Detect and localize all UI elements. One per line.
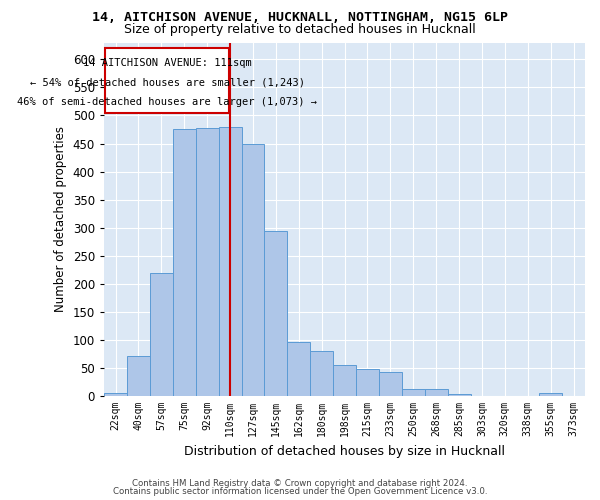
Y-axis label: Number of detached properties: Number of detached properties bbox=[54, 126, 67, 312]
Text: 14, AITCHISON AVENUE, HUCKNALL, NOTTINGHAM, NG15 6LP: 14, AITCHISON AVENUE, HUCKNALL, NOTTINGH… bbox=[92, 11, 508, 24]
Bar bbox=[287, 342, 310, 396]
Text: 46% of semi-detached houses are larger (1,073) →: 46% of semi-detached houses are larger (… bbox=[17, 98, 317, 108]
Bar bbox=[356, 369, 379, 396]
Bar bbox=[379, 372, 402, 396]
Bar bbox=[196, 128, 218, 396]
Bar bbox=[539, 393, 562, 396]
FancyBboxPatch shape bbox=[105, 48, 229, 112]
Bar bbox=[402, 390, 425, 396]
Bar bbox=[218, 126, 242, 396]
Text: ← 54% of detached houses are smaller (1,243): ← 54% of detached houses are smaller (1,… bbox=[29, 78, 305, 88]
Bar bbox=[173, 130, 196, 396]
Text: 14 AITCHISON AVENUE: 111sqm: 14 AITCHISON AVENUE: 111sqm bbox=[83, 58, 251, 68]
Bar bbox=[425, 390, 448, 396]
Bar bbox=[310, 351, 333, 396]
Bar bbox=[104, 393, 127, 396]
Bar bbox=[448, 394, 470, 396]
Text: Contains public sector information licensed under the Open Government Licence v3: Contains public sector information licen… bbox=[113, 487, 487, 496]
Bar bbox=[265, 230, 287, 396]
Text: Size of property relative to detached houses in Hucknall: Size of property relative to detached ho… bbox=[124, 22, 476, 36]
Text: Contains HM Land Registry data © Crown copyright and database right 2024.: Contains HM Land Registry data © Crown c… bbox=[132, 478, 468, 488]
Bar bbox=[333, 365, 356, 396]
Bar bbox=[150, 272, 173, 396]
X-axis label: Distribution of detached houses by size in Hucknall: Distribution of detached houses by size … bbox=[184, 444, 505, 458]
Bar bbox=[242, 144, 265, 396]
Bar bbox=[127, 356, 150, 396]
